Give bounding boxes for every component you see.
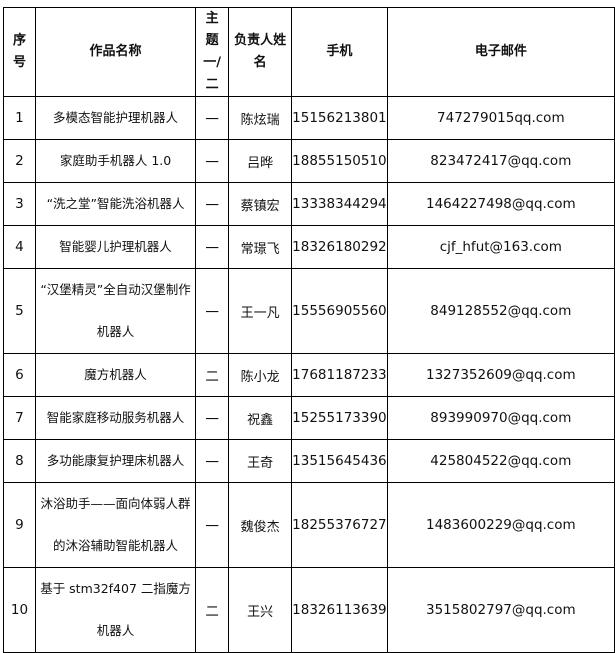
theme-cell: 一: [195, 96, 230, 140]
table-row: 2 家庭助手机器人 1.0 一吕晔 18855150510 823472417@qq.c…: [3, 139, 615, 183]
theme-cell: 一: [195, 482, 230, 568]
table-row: 6 魔方机器人二陈小龙 17681187233 1327352609@qq.com: [3, 353, 615, 397]
title-cell: 多功能康复护理床机器人: [34, 439, 197, 483]
phone-cell: 18855150510: [291, 139, 388, 183]
phone-cell: 13515645436: [291, 439, 388, 483]
index-cell: 7: [3, 396, 36, 440]
index-cell: 3: [3, 182, 36, 226]
phone-cell: 15156213801: [291, 96, 388, 140]
phone-cell: 13338344294: [291, 182, 388, 226]
theme-cell: 一: [195, 182, 230, 226]
table-row: 5 “汉堡精灵”全自动汉堡制作机器人一王一凡 15556905560 84912855…: [3, 268, 615, 354]
leader-cell: 吕晔: [228, 139, 293, 183]
phone-cell: 18326180292: [291, 225, 388, 269]
email-cell: 747279015qq.com: [386, 96, 615, 140]
header-row: 序号 作品名称 主题一/二 负责人姓名 手机 电子邮件: [3, 7, 615, 97]
entries-table: 序号 作品名称 主题一/二 负责人姓名 手机 电子邮件 1 多模态智能护理机器人一…: [3, 7, 615, 653]
theme-cell: 一: [195, 439, 230, 483]
theme-cell: 二: [195, 353, 230, 397]
leader-cell: 蔡镇宏: [228, 182, 293, 226]
title-cell: 智能婴儿护理机器人: [34, 225, 197, 269]
title-cell: 魔方机器人: [34, 353, 197, 397]
leader-cell: 王奇: [228, 439, 293, 483]
theme-cell: 一: [195, 396, 230, 440]
email-cell: 425804522@qq.com: [386, 439, 615, 483]
title-cell: 沐浴助手——面向体弱人群的沐浴辅助智能机器人: [34, 482, 197, 568]
title-cell: 基于 stm32f407 二指魔方机器人: [34, 567, 197, 653]
title-cell: 多模态智能护理机器人: [34, 96, 197, 140]
theme-cell: 一: [195, 225, 230, 269]
table-row: 9 沐浴助手——面向体弱人群的沐浴辅助智能机器人一魏俊杰 18255376727 14…: [3, 482, 615, 568]
theme-cell: 二: [195, 567, 230, 653]
header-email: 电子邮件: [386, 7, 615, 97]
phone-cell: 17681187233: [291, 353, 388, 397]
index-cell: 5: [3, 268, 36, 354]
leader-cell: 陈小龙: [228, 353, 293, 397]
email-cell: 3515802797@qq.com: [386, 567, 615, 653]
phone-cell: 18255376727: [291, 482, 388, 568]
title-cell: “洗之堂”智能洗浴机器人: [34, 182, 197, 226]
table-row: 10 基于 stm32f407 二指魔方机器人二王兴 18326113639 3515…: [3, 567, 615, 653]
leader-cell: 陈炫瑞: [228, 96, 293, 140]
leader-cell: 祝鑫: [228, 396, 293, 440]
email-cell: 823472417@qq.com: [386, 139, 615, 183]
index-cell: 4: [3, 225, 36, 269]
header-index: 序号: [3, 7, 36, 97]
email-cell: 1327352609@qq.com: [386, 353, 615, 397]
phone-cell: 18326113639: [291, 567, 388, 653]
email-cell: 849128552@qq.com: [386, 268, 615, 354]
theme-cell: 一: [195, 139, 230, 183]
email-cell: 1483600229@qq.com: [386, 482, 615, 568]
phone-cell: 15255173390: [291, 396, 388, 440]
title-cell: “汉堡精灵”全自动汉堡制作机器人: [34, 268, 197, 354]
index-cell: 2: [3, 139, 36, 183]
index-cell: 10: [3, 567, 36, 653]
leader-cell: 常璟飞: [228, 225, 293, 269]
table-row: 7 智能家庭移动服务机器人一祝鑫 15255173390 893990970@qq.c…: [3, 396, 615, 440]
email-cell: 1464227498@qq.com: [386, 182, 615, 226]
header-phone: 手机: [291, 7, 388, 97]
theme-cell: 一: [195, 268, 230, 354]
title-cell: 家庭助手机器人 1.0: [34, 139, 197, 183]
header-leader: 负责人姓名: [228, 7, 293, 97]
header-title: 作品名称: [34, 7, 197, 97]
header-theme: 主题一/二: [195, 7, 230, 97]
index-cell: 9: [3, 482, 36, 568]
title-cell: 智能家庭移动服务机器人: [34, 396, 197, 440]
table-row: 4 智能婴儿护理机器人一常璟飞 18326180292 cjf_hfut@163.co…: [3, 225, 615, 269]
leader-cell: 魏俊杰: [228, 482, 293, 568]
index-cell: 6: [3, 353, 36, 397]
index-cell: 8: [3, 439, 36, 483]
leader-cell: 王一凡: [228, 268, 293, 354]
leader-cell: 王兴: [228, 567, 293, 653]
email-cell: 893990970@qq.com: [386, 396, 615, 440]
email-cell: cjf_hfut@163.com: [386, 225, 615, 269]
table-row: 1 多模态智能护理机器人一陈炫瑞 15156213801 747279015qq.co…: [3, 96, 615, 140]
index-cell: 1: [3, 96, 36, 140]
phone-cell: 15556905560: [291, 268, 388, 354]
table-row: 8 多功能康复护理床机器人一王奇 13515645436 425804522@qq.c…: [3, 439, 615, 483]
table-row: 3 “洗之堂”智能洗浴机器人一蔡镇宏 13338344294 1464227498@q…: [3, 182, 615, 226]
